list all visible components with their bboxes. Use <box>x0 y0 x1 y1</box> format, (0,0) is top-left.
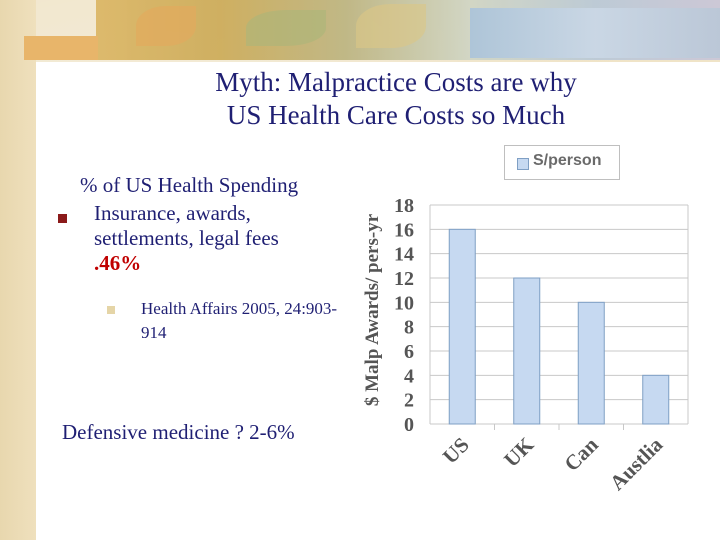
spending-subhead: % of US Health Spending <box>80 173 299 197</box>
bullet-marker-icon <box>58 214 67 223</box>
left-band <box>0 0 36 540</box>
bullet-text: Insurance, awards, settlements, legal fe… <box>94 201 279 250</box>
bar-uk <box>513 277 541 425</box>
decorative-block <box>24 36 98 60</box>
y-axis-label: $ Malp Awards/ pers-yr <box>362 213 383 406</box>
y-tick-label: 10 <box>394 292 414 314</box>
y-tick-label: 6 <box>404 341 414 363</box>
y-tick-label: 14 <box>394 244 414 266</box>
leaf-decoration <box>356 4 426 48</box>
leaf-decoration <box>246 10 326 46</box>
defensive-medicine-text: Defensive medicine ? 2-6% <box>62 420 295 444</box>
slide-panel <box>36 62 720 540</box>
legend-swatch <box>517 158 529 170</box>
legend-label: S/person <box>533 152 602 169</box>
y-tick-label: 12 <box>394 268 414 290</box>
decorative-block <box>470 8 720 58</box>
bar-austlia <box>642 374 670 425</box>
x-tick-label: US <box>438 433 474 469</box>
bullet-insurance: Insurance, awards, settlements, legal fe… <box>94 201 344 276</box>
x-tick-label: Austlia <box>605 432 668 495</box>
x-tick-label: UK <box>499 432 539 472</box>
y-tick-label: 8 <box>404 317 414 339</box>
y-tick-label: 16 <box>394 219 414 241</box>
slide-title: Myth: Malpractice Costs are why US Healt… <box>96 66 696 132</box>
y-tick-label: 0 <box>404 414 414 436</box>
title-line-2: US Health Care Costs so Much <box>226 100 566 130</box>
x-tick-label: Can <box>559 432 603 476</box>
leaf-decoration <box>136 6 196 46</box>
y-tick-label: 2 <box>404 390 414 412</box>
chart-legend: S/person <box>504 145 620 180</box>
y-tick-label: 4 <box>404 365 414 387</box>
bullet-value: .46% <box>94 251 142 275</box>
sub-bullet-marker-icon <box>107 306 115 314</box>
bar-us <box>448 228 476 425</box>
title-line-1: Myth: Malpractice Costs are why <box>215 67 577 97</box>
y-tick-label: 18 <box>394 195 414 217</box>
bar-can <box>577 301 605 425</box>
sub-bullet-citation: Health Affairs 2005, 24:903-914 <box>141 299 338 342</box>
